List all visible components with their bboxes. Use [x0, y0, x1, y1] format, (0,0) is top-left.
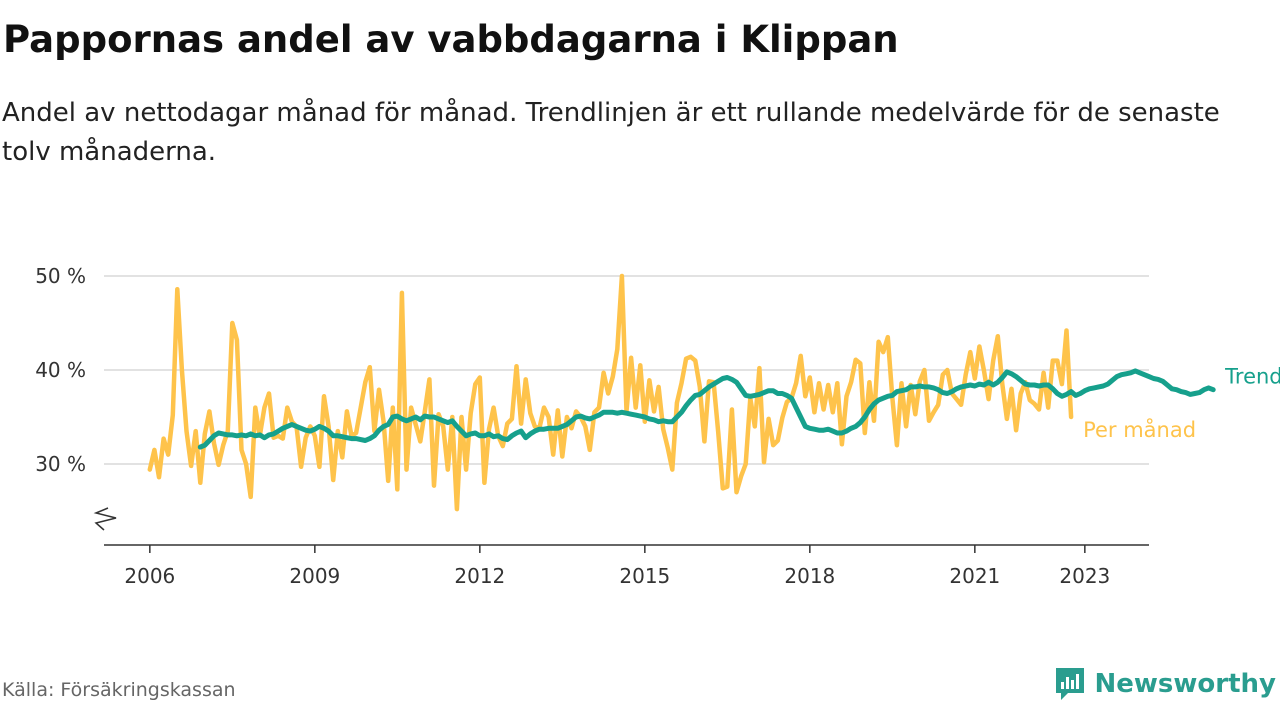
- x-axis: [93, 507, 1149, 553]
- source-note: Källa: Försäkringskassan: [2, 679, 236, 701]
- y-tick-label: 30 %: [35, 452, 86, 476]
- series-line-trend: [197, 368, 1216, 450]
- x-tick-label: 2018: [784, 564, 835, 588]
- series-lines: [147, 273, 1216, 512]
- chart-subtitle: Andel av nettodagar månad för månad. Tre…: [2, 98, 1220, 167]
- newsworthy-logo-icon: [1055, 668, 1084, 700]
- y-axis-tick-labels: 30 % 40 % 50 %: [35, 264, 86, 476]
- brand-name: Newsworthy: [1094, 669, 1276, 699]
- axis-break-icon: [93, 507, 117, 531]
- end-labels: Per månad Trend: [1083, 365, 1280, 442]
- chart-title: Pappornas andel av vabbdagarna i Klippan: [3, 18, 899, 61]
- x-tick-label: 2009: [289, 564, 340, 588]
- series-line-per-manad: [147, 273, 1074, 512]
- brand-logo: Newsworthy: [1053, 664, 1276, 704]
- legend-label-trend: Trend: [1224, 365, 1280, 389]
- x-tick-label: 2015: [619, 564, 670, 588]
- x-tick-label: 2012: [454, 564, 505, 588]
- x-tick-label: 2023: [1059, 564, 1110, 588]
- y-tick-label: 50 %: [35, 264, 86, 288]
- y-tick-label: 40 %: [35, 358, 86, 382]
- x-tick-label: 2006: [124, 564, 175, 588]
- x-axis-tick-labels: 2006 2009 2012 2015 2018 2021 2023: [124, 564, 1110, 588]
- x-tick-label: 2021: [949, 564, 1000, 588]
- legend-label-per-manad: Per månad: [1083, 417, 1196, 442]
